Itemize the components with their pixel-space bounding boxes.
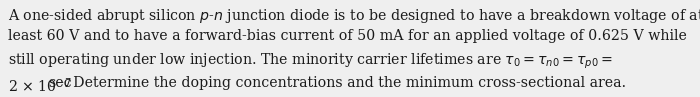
Text: A one-sided abrupt silicon $\it{p}$-$\it{n}$ junction diode is to be designed to: A one-sided abrupt silicon $\it{p}$-$\it… (8, 7, 700, 25)
Text: 2 $\times$ 10$^{-7}$: 2 $\times$ 10$^{-7}$ (8, 76, 73, 95)
Text: least 60 V and to have a forward-bias current of 50 mA for an applied voltage of: least 60 V and to have a forward-bias cu… (8, 29, 687, 43)
Text: sec: sec (48, 76, 71, 90)
Text: still operating under low injection. The minority carrier lifetimes are $\tau_0 : still operating under low injection. The… (8, 52, 612, 71)
Text: . Determine the doping concentrations and the minimum cross-sectional area.: . Determine the doping concentrations an… (64, 76, 626, 90)
